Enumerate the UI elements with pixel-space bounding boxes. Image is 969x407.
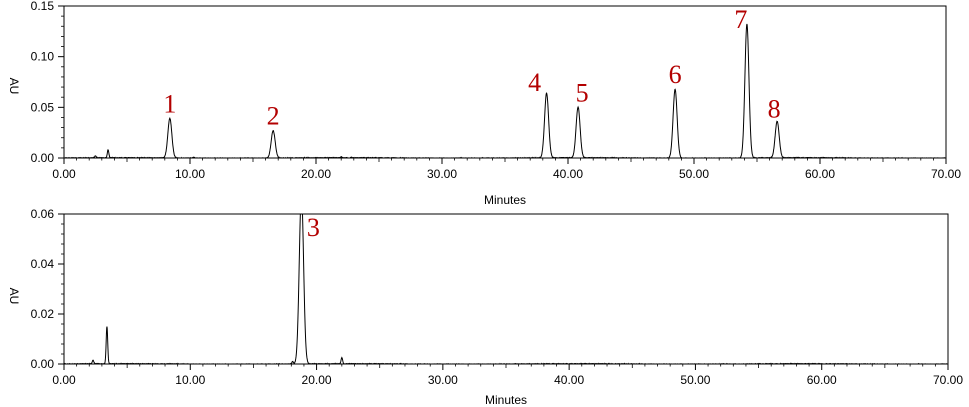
chromatogram-panel-1: 0.00 10.00 20.00 30.00 40.00 50.00 60.00 70.000…: [7, 0, 961, 207]
x-tick-label: 50.00: [679, 167, 709, 181]
y-tick-label: 0.05: [31, 100, 55, 114]
chromatogram-panel-2: 0.00 10.00 20.00 30.00 40.00 50.00 60.00 70.000…: [7, 207, 963, 407]
peak-label-4: 4: [528, 68, 541, 97]
y-tick-label: 0.02: [31, 307, 55, 321]
plot-frame: [63, 5, 947, 159]
y-tick-label: 0.04: [31, 257, 55, 271]
x-tick-label: 20.00: [302, 373, 332, 387]
peak-label-8: 8: [768, 95, 781, 124]
x-tick-label: 0.00: [52, 167, 76, 181]
peak-label-3: 3: [307, 213, 320, 242]
x-axis-title: Minutes: [485, 393, 527, 407]
x-tick-label: 30.00: [427, 167, 457, 181]
chromatogram-trace: [64, 214, 948, 364]
x-tick-label: 30.00: [428, 373, 458, 387]
x-tick-label: 50.00: [680, 373, 710, 387]
x-tick-label: 60.00: [807, 373, 837, 387]
plot-frame: [63, 213, 949, 365]
x-tick-label: 40.00: [553, 167, 583, 181]
y-axis-title: AU: [7, 288, 21, 305]
x-axis-title: Minutes: [484, 193, 526, 207]
x-tick-label: 0.00: [52, 373, 76, 387]
y-tick-label: 0.06: [31, 207, 55, 221]
peak-label-2: 2: [267, 102, 280, 131]
x-tick-label: 20.00: [301, 167, 331, 181]
y-tick-label: 0.10: [31, 50, 55, 64]
peak-label-5: 5: [576, 78, 589, 107]
peak-label-1: 1: [163, 89, 176, 118]
x-tick-label: 40.00: [554, 373, 584, 387]
x-tick-label: 10.00: [175, 373, 205, 387]
chromatogram-trace: [64, 23, 946, 158]
peak-label-6: 6: [669, 60, 682, 89]
x-tick-label: 70.00: [931, 167, 961, 181]
y-tick-label: 0.00: [31, 357, 55, 371]
x-tick-label: 60.00: [805, 167, 835, 181]
y-tick-label: 0.15: [31, 0, 55, 13]
x-tick-label: 70.00: [933, 373, 963, 387]
peak-label-7: 7: [734, 5, 747, 34]
x-tick-label: 10.00: [175, 167, 205, 181]
y-axis-title: AU: [7, 78, 21, 95]
y-tick-label: 0.00: [31, 151, 55, 165]
